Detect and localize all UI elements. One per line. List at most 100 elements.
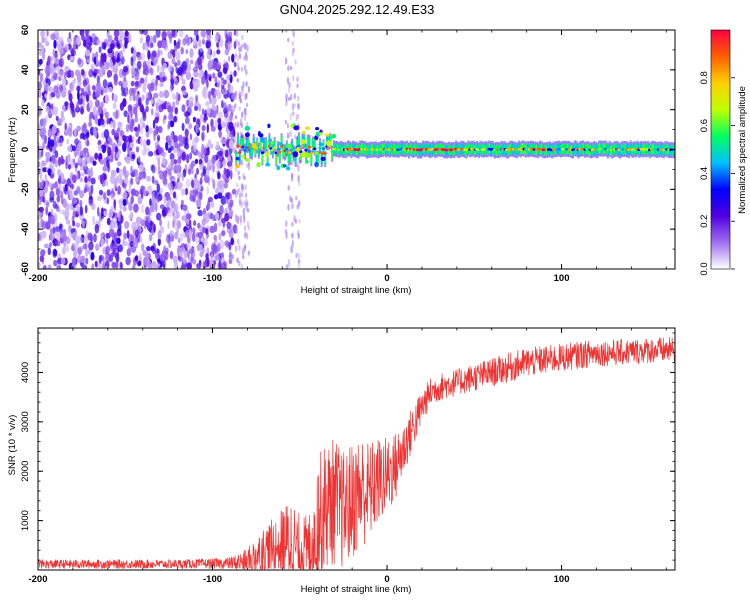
spectrogram-cell — [53, 212, 58, 222]
spectrogram-cell — [76, 125, 81, 132]
spectrogram-cell — [57, 36, 64, 45]
spectrogram-cell — [280, 136, 283, 147]
spectrogram-cell — [140, 117, 144, 126]
spectrogram-cell — [189, 219, 192, 229]
spectrogram-cell — [265, 153, 269, 158]
spectrogram-cell — [284, 119, 288, 125]
spectrogram-cell — [229, 169, 233, 180]
spectrogram-cell — [132, 93, 136, 102]
spectrogram-cell — [264, 140, 267, 150]
spectrogram-cell — [83, 164, 87, 170]
spectrogram-cell — [297, 263, 301, 268]
spectrogram-cell — [158, 170, 165, 180]
spectrogram-cell — [65, 104, 68, 111]
spectrogram-cell — [234, 193, 238, 198]
spectrogram-cell — [58, 175, 62, 184]
spectrogram-cell — [114, 252, 119, 259]
spectrogram-cell — [94, 260, 98, 268]
spectrogram-cell — [137, 97, 142, 106]
spectrogram-cell — [245, 140, 248, 150]
spectrogram-cell — [297, 233, 300, 239]
spectrogram-cell — [229, 193, 233, 200]
spectrogram-cell — [202, 165, 207, 175]
spectrogram-cell — [43, 36, 47, 43]
spectrogram-cell — [65, 209, 70, 217]
spectrogram-cell — [101, 65, 105, 73]
spectrogram-cell — [77, 79, 82, 87]
spectrogram-cell — [264, 146, 268, 149]
spectrogram-cell — [210, 118, 214, 128]
spectrogram-cell — [139, 77, 145, 84]
spectrogram-cell — [124, 221, 130, 229]
spectrogram-cell — [191, 138, 197, 147]
spectrogram-cell — [84, 84, 88, 94]
spectrogram-cell — [130, 195, 134, 204]
spectrogram-cell — [139, 235, 143, 244]
spectrogram-cell — [114, 36, 119, 42]
spectrogram-cell — [259, 133, 264, 138]
spectrogram-cell — [111, 261, 117, 269]
spectrogram-cell — [299, 150, 303, 153]
spectrogram-cell — [230, 237, 234, 246]
spectrogram-cell — [207, 211, 212, 218]
spectrogram-cell — [45, 105, 50, 112]
spectrogram-cell — [93, 56, 97, 65]
spectrogram-cell — [79, 177, 84, 183]
y-tick-label: 1000 — [20, 510, 31, 531]
spectrogram-cell — [172, 49, 176, 59]
spectrogram-cell — [331, 133, 337, 139]
spectrogram-cell — [102, 79, 108, 89]
spectrogram-cell — [246, 44, 249, 52]
spectrogram-cell — [103, 129, 110, 139]
spectrogram-cell — [163, 196, 167, 205]
spectrogram-cell — [226, 222, 232, 228]
spectrogram-cell — [88, 69, 94, 78]
spectrogram-cell — [148, 233, 153, 242]
spectrogram-cell — [62, 104, 66, 111]
spectrogram-cell — [74, 148, 77, 158]
spectrogram-cell — [197, 151, 202, 157]
spectrogram-cell — [157, 49, 161, 58]
spectrogram-cell — [115, 261, 119, 269]
spectrogram-cell — [133, 203, 139, 213]
spectrogram-cell — [79, 133, 83, 140]
spectrogram-cell — [243, 42, 247, 50]
spectrogram-cell — [117, 121, 123, 127]
spectrogram-cell — [206, 106, 211, 115]
spectrogram-cell — [315, 154, 318, 165]
spectrogram-cell — [94, 223, 100, 234]
spectrogram-cell — [184, 137, 188, 144]
spectrogram-cell — [83, 91, 88, 97]
spectrogram-cell — [214, 35, 219, 44]
spectrogram-cell — [244, 243, 247, 250]
spectrogram-cell — [124, 30, 129, 37]
spectrogram-cell — [100, 213, 104, 220]
spectrogram-cell — [219, 38, 224, 48]
spectrogram-cell — [152, 58, 157, 66]
spectrogram-cell — [216, 64, 222, 71]
spectrogram-cell — [85, 94, 89, 102]
spectrogram-cell — [300, 139, 306, 145]
spectrogram-cell — [285, 99, 288, 107]
spectrogram-cell — [72, 198, 75, 205]
x-tick-label: -200 — [28, 574, 47, 585]
spectrogram-cell — [167, 105, 172, 113]
spectrogram-cell — [130, 68, 136, 77]
spectrogram-cell — [184, 128, 189, 138]
spectrogram-cell — [153, 34, 157, 44]
spectrogram-cell — [217, 219, 222, 227]
spectrogram-cell — [284, 228, 288, 235]
spectrogram-cell — [177, 66, 184, 76]
spectrogram-cell — [113, 199, 116, 208]
spectrogram-cell — [48, 182, 53, 189]
spectrogram-cell — [238, 46, 241, 52]
spectrogram-cell — [186, 153, 190, 164]
spectrogram-cell — [213, 194, 219, 200]
spectrogram-cell — [217, 71, 223, 78]
spectrogram-cell — [56, 240, 61, 247]
spectrogram-cell — [210, 201, 215, 208]
spectrogram-cell — [238, 151, 241, 162]
spectrogram-cell — [247, 208, 250, 213]
spectrogram-cell — [243, 248, 246, 255]
spectrogram-cell — [54, 150, 59, 159]
